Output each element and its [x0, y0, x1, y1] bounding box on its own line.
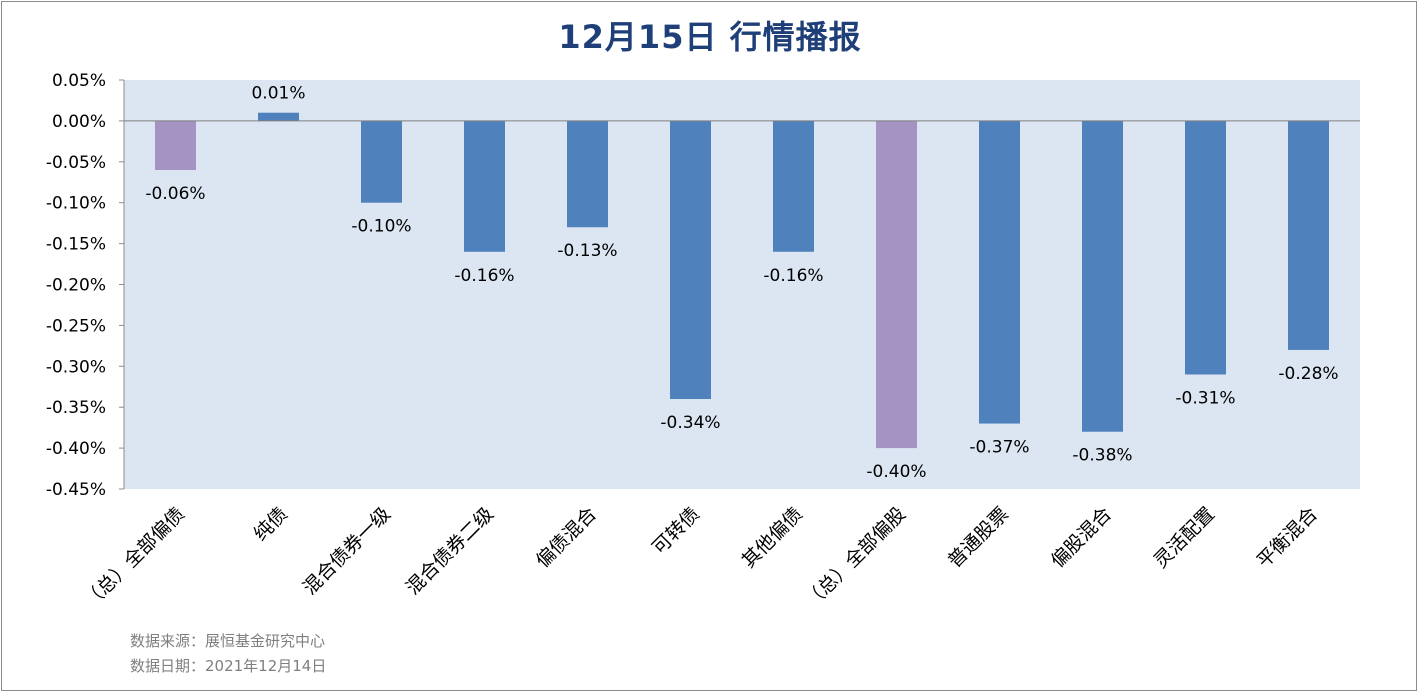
x-tick-label: 纯债 [250, 503, 292, 545]
y-tick-label: 0.05% [52, 71, 106, 91]
data-label: -0.38% [1072, 446, 1132, 466]
data-label: -0.40% [866, 462, 926, 482]
bar [361, 120, 402, 203]
y-tick-label: -0.15% [46, 235, 106, 255]
data-date-note: 数据日期：2021年12月14日 [130, 657, 327, 675]
bar [670, 120, 711, 400]
data-label: -0.28% [1278, 364, 1338, 384]
y-tick-label: -0.30% [46, 357, 106, 377]
y-tick-label: -0.45% [46, 480, 106, 500]
data-label: -0.34% [660, 413, 720, 433]
x-tick-label: （总）全部偏债 [79, 503, 189, 613]
data-label: -0.06% [145, 184, 205, 204]
x-tick-label: 其他偏债 [738, 503, 807, 572]
bar [1082, 120, 1123, 432]
y-tick-label: -0.25% [46, 316, 106, 336]
y-tick-label: -0.10% [46, 194, 106, 214]
x-tick-label: （总）全部偏股 [800, 503, 910, 613]
data-label: -0.16% [454, 266, 514, 286]
x-tick-label: 混合债券一级 [299, 503, 395, 599]
y-tick-label: -0.20% [46, 276, 106, 296]
bar [464, 120, 505, 252]
chart-title: 12月15日 行情播报 [558, 18, 862, 56]
y-tick-label: -0.40% [46, 439, 106, 459]
data-label: -0.13% [557, 241, 617, 261]
x-tick-label: 普通股票 [944, 503, 1013, 572]
bar [1288, 120, 1329, 350]
bar [876, 120, 917, 449]
data-label: 0.01% [251, 84, 305, 104]
plot-area [124, 80, 1360, 489]
x-tick-label: 混合债券二级 [402, 503, 498, 599]
x-tick-label: 偏股混合 [1047, 503, 1116, 572]
bar [773, 120, 814, 252]
data-label: -0.16% [763, 266, 823, 286]
y-tick-label: -0.05% [46, 153, 106, 173]
data-label: -0.37% [969, 438, 1029, 458]
x-tick-label: 平衡混合 [1253, 503, 1322, 572]
x-tick-label: 偏债混合 [532, 503, 601, 572]
y-tick-label: -0.35% [46, 398, 106, 418]
data-label: -0.10% [351, 217, 411, 237]
bar [567, 120, 608, 228]
bar [1185, 120, 1226, 375]
x-tick-label: 灵活配置 [1150, 503, 1219, 572]
bar [979, 120, 1020, 424]
data-label: -0.31% [1175, 388, 1235, 408]
data-source-note: 数据来源：展恒基金研究中心 [130, 632, 326, 650]
x-tick-label: 可转债 [648, 503, 704, 559]
bar [155, 120, 196, 170]
y-tick-label: 0.00% [52, 112, 106, 132]
bar [258, 112, 299, 121]
